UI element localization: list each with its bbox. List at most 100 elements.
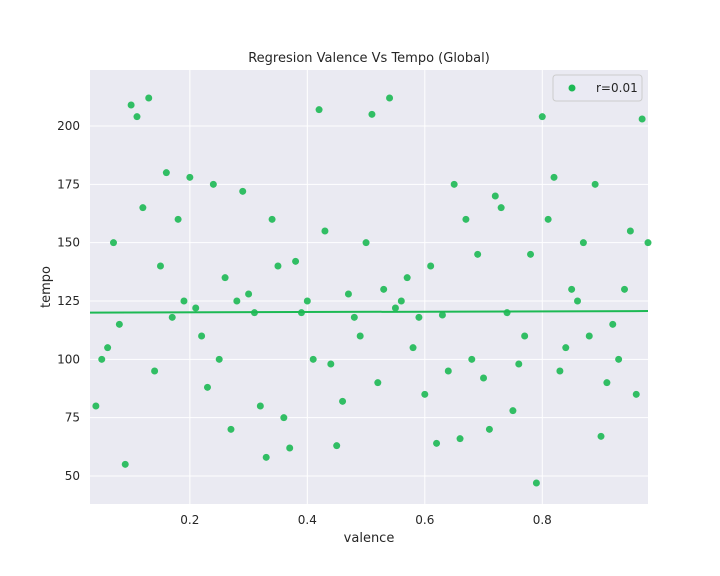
scatter-point [574, 297, 582, 305]
scatter-point [374, 379, 382, 387]
regression-line [89, 310, 649, 314]
scatter-point [186, 173, 194, 181]
scatter-point [362, 239, 370, 247]
scatter-point [368, 110, 376, 118]
scatter-point [162, 169, 170, 177]
scatter-point [427, 262, 435, 270]
scatter-point [286, 444, 294, 452]
scatter-point [180, 297, 188, 305]
scatter-point [409, 344, 417, 352]
scatter-point [480, 374, 488, 382]
chart-title: Regresion Valence Vs Tempo (Global) [248, 51, 490, 66]
plot-background [90, 70, 648, 504]
scatter-point [562, 344, 570, 352]
scatter-point [438, 311, 446, 319]
scatter-point [509, 407, 517, 415]
scatter-point [215, 355, 223, 363]
legend-box [552, 74, 643, 102]
scatter-point [638, 115, 646, 123]
scatter-point [556, 367, 564, 375]
scatter-points [92, 94, 652, 487]
y-axis-label: tempo [39, 266, 54, 308]
x-tick-label: 0.2 [180, 513, 199, 527]
scatter-point [339, 397, 347, 405]
scatter-point [133, 113, 141, 121]
scatter-point [221, 274, 229, 282]
scatter-point [209, 180, 217, 188]
scatter-point [532, 479, 540, 487]
scatter-point [391, 304, 399, 312]
scatter-point [444, 367, 452, 375]
scatter-point [309, 355, 317, 363]
scatter-point [485, 425, 493, 433]
scatter-point [415, 313, 423, 321]
scatter-point [550, 173, 558, 181]
scatter-point [497, 204, 505, 212]
scatter-point [315, 106, 323, 114]
legend-entry-label: r=0.01 [596, 81, 638, 95]
scatter-point [386, 94, 394, 102]
scatter-point [268, 215, 276, 223]
scatter-point [544, 215, 552, 223]
y-tick-label: 125 [57, 294, 80, 308]
scatter-point [198, 332, 206, 340]
scatter-point [380, 285, 388, 293]
legend-marker-icon [568, 84, 576, 92]
scatter-point [344, 290, 352, 298]
y-tick-label: 100 [57, 352, 80, 366]
scatter-point [621, 285, 629, 293]
scatter-point [538, 113, 546, 121]
scatter-point [591, 180, 599, 188]
scatter-point [151, 367, 159, 375]
scatter-point [92, 402, 100, 410]
scatter-point [256, 402, 264, 410]
scatter-point [397, 297, 405, 305]
scatter-point [274, 262, 282, 270]
x-axis-label: valence [344, 531, 395, 546]
scatter-point [462, 215, 470, 223]
scatter-point [597, 432, 605, 440]
scatter-point [603, 379, 611, 387]
scatter-point [139, 204, 147, 212]
scatter-point [127, 101, 135, 109]
scatter-point [303, 297, 311, 305]
scatter-point [109, 239, 117, 247]
scatter-point [421, 390, 429, 398]
scatter-point [233, 297, 241, 305]
scatter-point [145, 94, 153, 102]
scatter-point [474, 250, 482, 258]
scatter-point [527, 250, 535, 258]
y-axis-ticks: 50 75 100 125 150 175 200 [57, 119, 80, 483]
scatter-point [585, 332, 593, 340]
scatter-point [115, 320, 123, 328]
scatter-point [468, 355, 476, 363]
scatter-point [280, 414, 288, 422]
scatter-point [174, 215, 182, 223]
scatter-point [450, 180, 458, 188]
scatter-point [579, 239, 587, 247]
scatter-point [121, 460, 129, 468]
scatter-point [203, 383, 211, 391]
scatter-point [245, 290, 253, 298]
scatter-point [104, 344, 112, 352]
scatter-point [227, 425, 235, 433]
scatter-point [521, 332, 529, 340]
scatter-point [403, 274, 411, 282]
scatter-point [568, 285, 576, 293]
scatter-point [615, 355, 623, 363]
x-tick-label: 0.8 [533, 513, 552, 527]
y-tick-label: 175 [57, 177, 80, 191]
scatter-point [626, 227, 634, 235]
scatter-point [98, 355, 106, 363]
scatter-point [262, 453, 270, 461]
y-tick-label: 50 [65, 469, 80, 483]
scatter-point [239, 187, 247, 195]
scatter-point [503, 309, 511, 317]
scatter-point [292, 257, 300, 265]
x-tick-label: 0.4 [298, 513, 317, 527]
scatter-point [456, 435, 464, 443]
x-tick-label: 0.6 [415, 513, 434, 527]
y-tick-label: 75 [65, 411, 80, 425]
scatter-point [333, 442, 341, 450]
scatter-point [644, 239, 652, 247]
